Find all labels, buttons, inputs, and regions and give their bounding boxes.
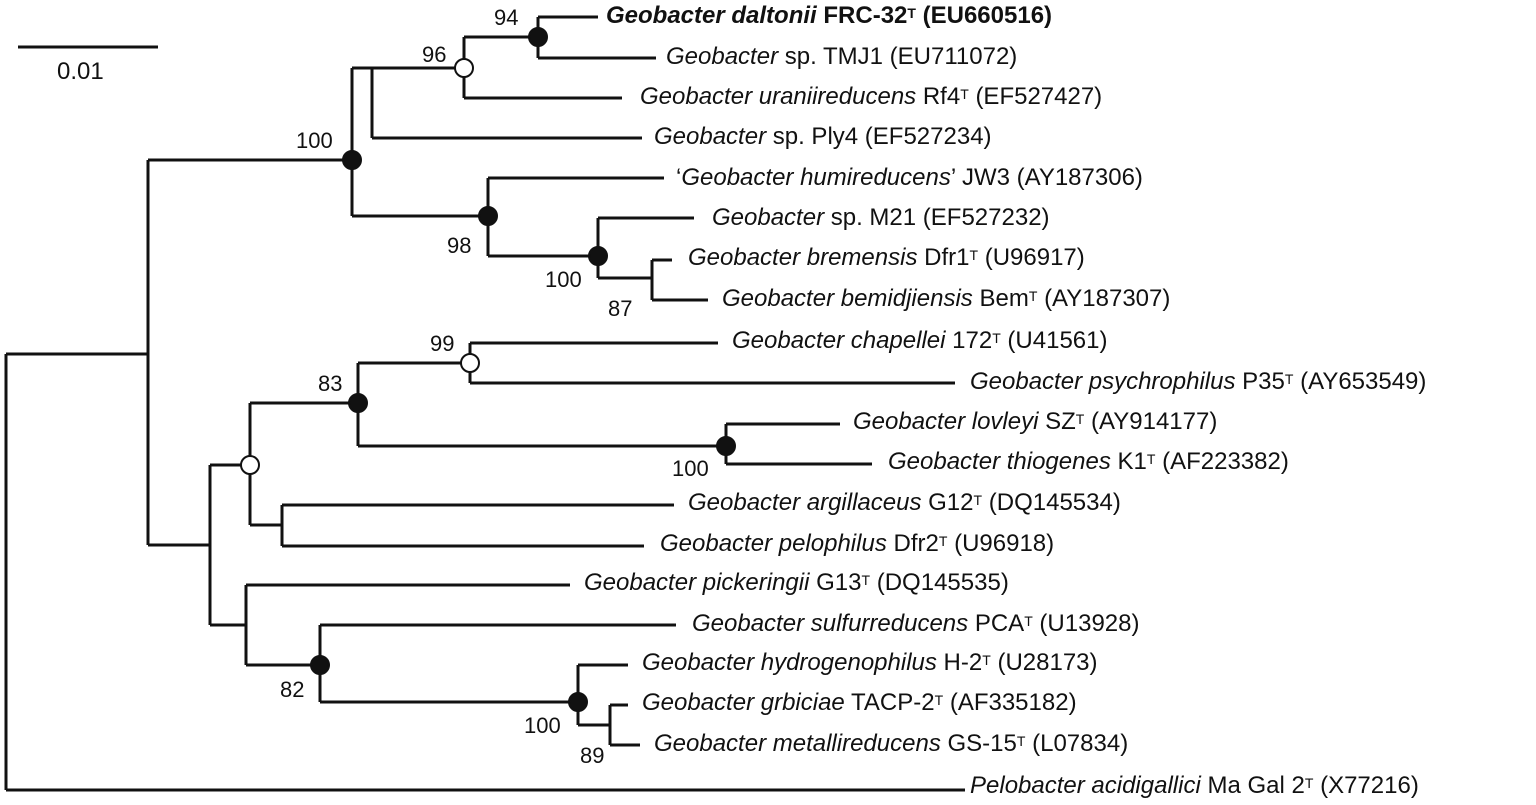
- filled-node-marker: [568, 692, 588, 712]
- taxon-label: Geobacter lovleyi SZT (AY914177): [853, 408, 1218, 435]
- bootstrap-value: 99: [430, 331, 455, 356]
- taxon-label: Pelobacter acidigallici Ma Gal 2T (X7721…: [970, 772, 1419, 799]
- taxon-label: Geobacter hydrogenophilus H-2T (U28173): [642, 649, 1098, 676]
- taxon-label: Geobacter argillaceus G12T (DQ145534): [688, 489, 1121, 516]
- bootstrap-value: 83: [318, 371, 343, 396]
- taxon-label: Geobacter psychrophilus P35T (AY653549): [970, 368, 1427, 395]
- bootstrap-value: 100: [524, 713, 561, 738]
- filled-node-marker: [478, 206, 498, 226]
- filled-node-marker: [310, 655, 330, 675]
- open-node-marker: [454, 58, 474, 78]
- taxon-label: Geobacter bemidjiensis BemT (AY187307): [722, 285, 1171, 312]
- bootstrap-value: 100: [545, 267, 582, 292]
- taxon-label: Geobacter thiogenes K1T (AF223382): [888, 448, 1289, 475]
- taxon-label: Geobacter metallireducens GS-15T (L07834…: [654, 730, 1129, 757]
- taxon-label: Geobacter sp. M21 (EF527232): [712, 204, 1050, 231]
- taxon-label: Geobacter uraniireducens Rf4T (EF527427): [640, 83, 1103, 110]
- bootstrap-value: 89: [580, 743, 605, 768]
- filled-node-marker: [528, 27, 548, 47]
- taxon-label: Geobacter sulfurreducens PCAT (U13928): [692, 610, 1140, 637]
- taxon-label: Geobacter sp. Ply4 (EF527234): [654, 123, 992, 150]
- taxon-label: Geobacter pelophilus Dfr2T (U96918): [660, 530, 1055, 557]
- taxon-label: Geobacter pickeringii G13T (DQ145535): [584, 569, 1009, 596]
- filled-node-marker: [342, 150, 362, 170]
- filled-node-marker: [348, 393, 368, 413]
- filled-node-marker: [588, 246, 608, 266]
- bootstrap-value: 100: [672, 456, 709, 481]
- open-node-marker: [460, 353, 480, 373]
- taxon-label: Geobacter chapellei 172T (U41561): [732, 327, 1108, 354]
- scale-bar-label: 0.01: [57, 58, 104, 85]
- bootstrap-value: 82: [280, 677, 305, 702]
- bootstrap-value: 98: [447, 233, 472, 258]
- bootstrap-value: 87: [608, 296, 633, 321]
- filled-node-marker: [716, 436, 736, 456]
- taxon-label: Geobacter daltonii FRC-32T (EU660516): [606, 2, 1053, 29]
- taxon-label: ‘Geobacter humireducens’ JW3 (AY187306): [676, 164, 1143, 191]
- open-node-marker: [240, 455, 260, 475]
- taxon-label: Geobacter bremensis Dfr1T (U96917): [688, 244, 1085, 271]
- bootstrap-value: 94: [494, 5, 519, 30]
- taxon-label: Geobacter sp. TMJ1 (EU711072): [666, 43, 1018, 70]
- bootstrap-value: 100: [296, 128, 333, 153]
- bootstrap-value: 96: [422, 42, 447, 67]
- taxon-label: Geobacter grbiciae TACP-2T (AF335182): [642, 689, 1077, 716]
